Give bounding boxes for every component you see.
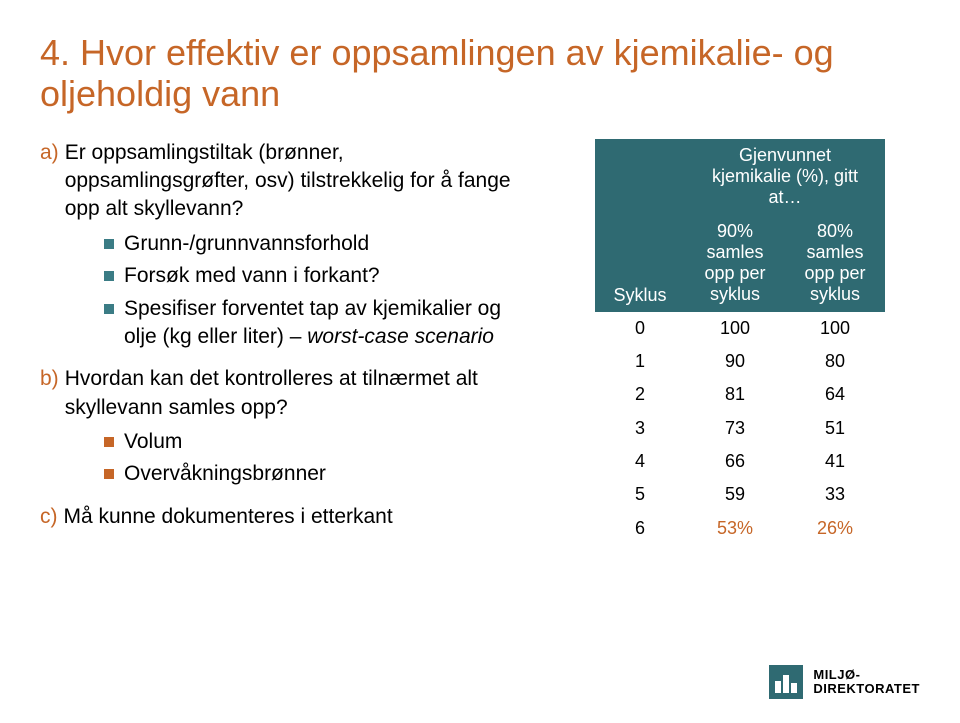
cell-v1: 81 [685, 378, 785, 411]
item-a-text: Er oppsamlingstiltak (brønner, oppsamlin… [65, 139, 520, 224]
logo-text: MILJØ- DIREKTORATET [813, 668, 920, 695]
item-b-letter: b) [40, 365, 59, 422]
cell-v1: 59 [685, 478, 785, 511]
cell-s: 1 [595, 345, 685, 378]
cell-v2: 26% [785, 512, 885, 545]
table-row: 46641 [595, 445, 885, 478]
item-a-sub-0: Grunn-/grunnvannsforhold [104, 230, 520, 258]
bullet-icon [104, 304, 114, 314]
cell-v2: 51 [785, 412, 885, 445]
table-row: 0100100 [595, 312, 885, 345]
table-row: 28164 [595, 378, 885, 411]
item-a-letter: a) [40, 139, 59, 224]
bullet-icon [104, 469, 114, 479]
cell-v1: 90 [685, 345, 785, 378]
page-title: 4. Hvor effektiv er oppsamlingen av kjem… [40, 32, 920, 115]
cell-s: 0 [595, 312, 685, 345]
item-a-sub-2: Spesifiser forventet tap av kjemikalier … [104, 295, 520, 352]
cell-v1: 73 [685, 412, 785, 445]
main-list: a) Er oppsamlingstiltak (brønner, oppsam… [40, 139, 520, 545]
item-a-sub-1-text: Forsøk med vann i forkant? [124, 262, 380, 290]
table-row: 653%26% [595, 512, 885, 545]
item-b-sub-1: Overvåkningsbrønner [104, 460, 520, 488]
item-a: a) Er oppsamlingstiltak (brønner, oppsam… [40, 139, 520, 351]
cell-s: 5 [595, 478, 685, 511]
cell-v1: 66 [685, 445, 785, 478]
th-col1: 90% samles opp per syklus [685, 215, 785, 312]
item-a-sub-2-text: Spesifiser forventet tap av kjemikalier … [124, 295, 520, 352]
table-row: 19080 [595, 345, 885, 378]
bullet-icon [104, 437, 114, 447]
item-a-sub-1: Forsøk med vann i forkant? [104, 262, 520, 290]
item-c-letter: c) [40, 503, 58, 531]
item-a-sub-0-text: Grunn-/grunnvannsforhold [124, 230, 369, 258]
item-b-sub-0: Volum [104, 428, 520, 456]
th-top: Gjenvunnet kjemikalie (%), gitt at… [685, 139, 885, 215]
cell-s: 2 [595, 378, 685, 411]
th-col2: 80% samles opp per syklus [785, 215, 885, 312]
cell-s: 4 [595, 445, 685, 478]
item-c: c) Må kunne dokumenteres i etterkant [40, 503, 520, 531]
table-row: 55933 [595, 478, 885, 511]
cell-v2: 41 [785, 445, 885, 478]
table-row: 37351 [595, 412, 885, 445]
item-b-sub-0-text: Volum [124, 428, 182, 456]
item-b-sub-1-text: Overvåkningsbrønner [124, 460, 326, 488]
th-syklus: Syklus [595, 139, 685, 312]
cell-v2: 100 [785, 312, 885, 345]
cell-v2: 33 [785, 478, 885, 511]
cell-v1: 53% [685, 512, 785, 545]
logo: MILJØ- DIREKTORATET [769, 665, 920, 699]
cell-v2: 64 [785, 378, 885, 411]
item-c-text: Må kunne dokumenteres i etterkant [64, 503, 393, 531]
bullet-icon [104, 239, 114, 249]
logo-icon [769, 665, 803, 699]
bullet-icon [104, 271, 114, 281]
cell-s: 6 [595, 512, 685, 545]
item-b-text: Hvordan kan det kontrolleres at tilnærme… [65, 365, 520, 422]
item-b: b) Hvordan kan det kontrolleres at tilnæ… [40, 365, 520, 488]
cell-v2: 80 [785, 345, 885, 378]
cell-v1: 100 [685, 312, 785, 345]
cell-s: 3 [595, 412, 685, 445]
recovery-table: Syklus Gjenvunnet kjemikalie (%), gitt a… [595, 139, 885, 545]
